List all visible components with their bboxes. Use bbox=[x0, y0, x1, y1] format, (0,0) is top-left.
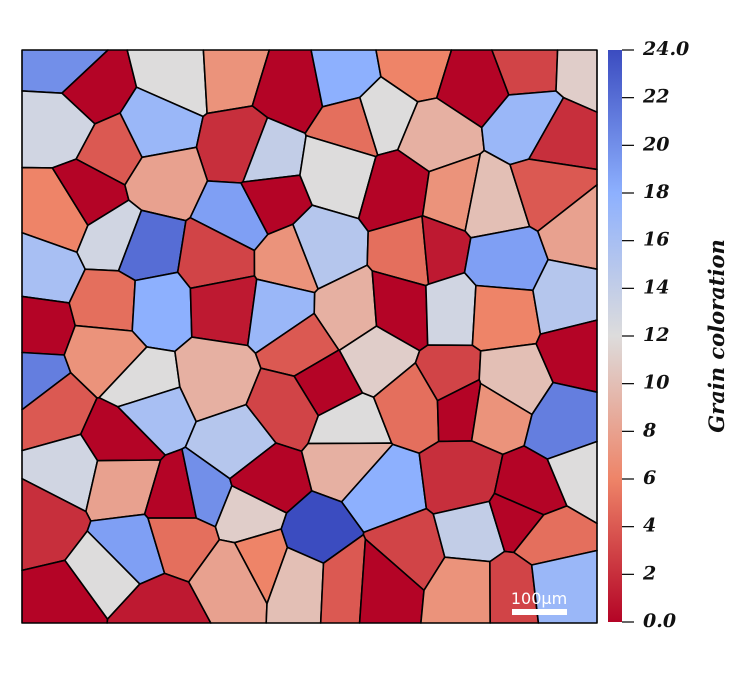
colorbar-tick-label: 2 bbox=[642, 562, 656, 584]
colorbar-tick-label: 6 bbox=[643, 467, 656, 489]
colorbar-tick-label: 20 bbox=[642, 133, 669, 155]
colorbar-tick-label: 24.0 bbox=[642, 38, 689, 60]
colorbar-tick-label: 18 bbox=[643, 181, 669, 203]
scale-bar bbox=[512, 609, 567, 615]
colorbar-tick-label: 14 bbox=[643, 276, 669, 298]
colorbar-tick-label: 22 bbox=[642, 86, 669, 108]
grain bbox=[425, 271, 477, 347]
colorbar-tick-label: 12 bbox=[643, 324, 669, 346]
grain bbox=[189, 275, 258, 347]
grain bbox=[532, 258, 598, 335]
colorbar-tick-label: 8 bbox=[642, 419, 656, 441]
colorbar-tick-label: 4 bbox=[643, 515, 656, 537]
grain bbox=[535, 319, 598, 394]
colorbar-tick-label: 10 bbox=[643, 372, 669, 394]
grain bbox=[530, 549, 598, 624]
colorbar-tick-label: 16 bbox=[643, 229, 669, 251]
colorbar-tick-label: 0.0 bbox=[643, 610, 676, 632]
colorbar-title: Grain coloration bbox=[704, 239, 729, 433]
grain bbox=[131, 271, 193, 353]
scale-bar-label: 100µm bbox=[511, 589, 567, 608]
colorbar bbox=[608, 50, 622, 622]
grain bbox=[463, 225, 549, 292]
grain bbox=[471, 284, 542, 352]
grains bbox=[21, 49, 598, 624]
